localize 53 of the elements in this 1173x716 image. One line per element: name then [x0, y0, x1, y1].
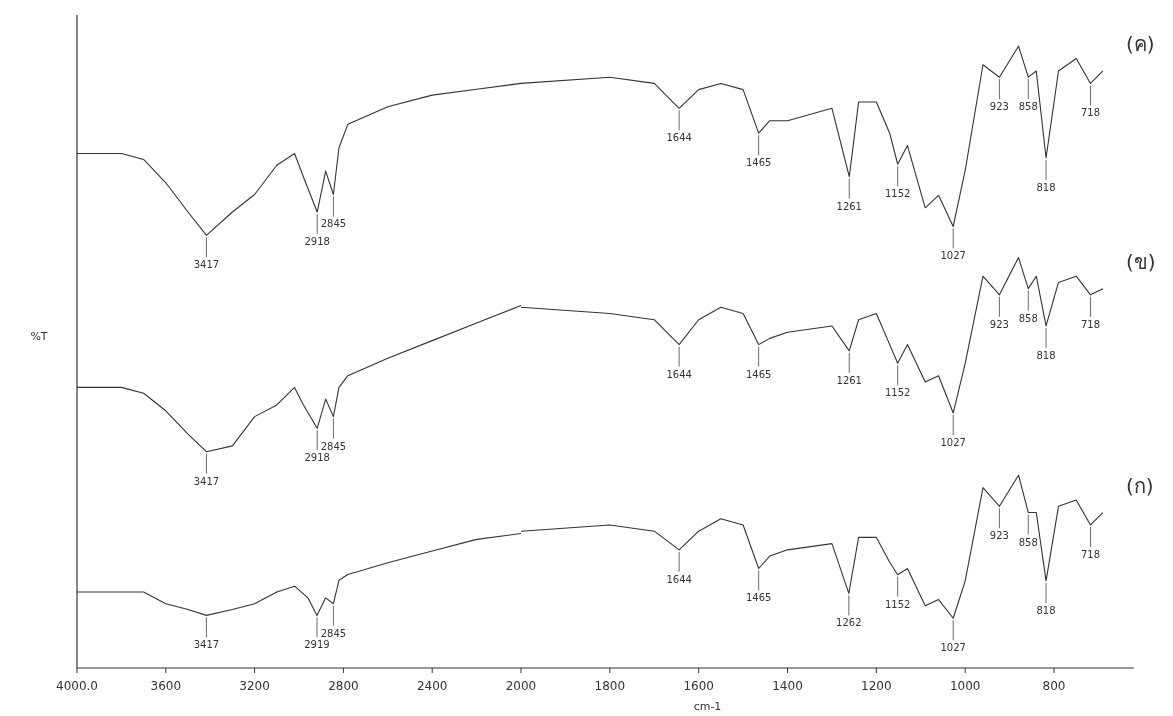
annotation: 1152	[884, 598, 911, 610]
series-label: (ข)	[1126, 249, 1156, 274]
annotation: 858	[1018, 536, 1038, 548]
annotation: 718	[1080, 318, 1101, 330]
annotation: 2919	[304, 639, 330, 651]
x-tick-label: 4000.0	[56, 679, 98, 693]
x-tick-label: 3600	[150, 679, 182, 693]
x-tick-label: 3200	[239, 679, 270, 693]
x-tick-label: 1600	[683, 679, 714, 693]
x-tick-label: 2400	[416, 679, 448, 693]
annotation: 923	[989, 318, 1009, 330]
annotation: 1152	[884, 188, 911, 200]
annotation: 3417	[193, 475, 220, 487]
annotation: 3417	[193, 639, 220, 651]
annotation: 1465	[745, 157, 772, 169]
annotation: 1027	[940, 642, 966, 654]
annotation: 818	[1036, 604, 1056, 616]
series-label: (ก)	[1126, 473, 1154, 498]
y-axis-title: %T	[30, 330, 48, 343]
x-tick-label: 800	[1042, 679, 1066, 693]
annotation: 1644	[666, 132, 692, 144]
annotation: 3417	[193, 259, 220, 271]
annotation: 2918	[304, 452, 330, 464]
x-tick-label: 1200	[861, 679, 892, 693]
annotation: 923	[989, 101, 1009, 113]
annotation: 2845	[320, 627, 347, 639]
annotation: 818	[1036, 182, 1056, 194]
x-tick-label: 1000	[949, 679, 981, 693]
annotation: 1465	[745, 368, 772, 380]
x-tick-label: 1400	[772, 679, 803, 693]
series-label: (ค)	[1126, 31, 1155, 56]
annotation: 1152	[884, 387, 911, 399]
annotation: 2845	[320, 440, 347, 452]
annotation: 1262	[836, 617, 862, 629]
annotation: 2845	[320, 218, 347, 230]
annotation: 1027	[940, 250, 966, 262]
x-tick-label: 2800	[328, 679, 359, 693]
annotation: 2918	[304, 236, 330, 248]
annotation: 1465	[745, 592, 772, 604]
x-tick-label: 1800	[594, 679, 626, 693]
x-axis-title: cm-1	[693, 700, 722, 713]
annotation: 858	[1018, 101, 1038, 113]
annotation: 718	[1080, 548, 1101, 560]
annotation: 1261	[836, 374, 862, 386]
annotation: 923	[989, 530, 1009, 542]
annotation: 1027	[940, 437, 966, 449]
annotation: 858	[1018, 312, 1038, 324]
annotation: 818	[1036, 349, 1056, 361]
x-tick-label: 2000	[505, 679, 537, 693]
annotation: 1644	[666, 368, 692, 380]
annotation: 1261	[836, 200, 862, 212]
annotation: 718	[1080, 107, 1101, 119]
annotation: 1644	[666, 573, 692, 585]
